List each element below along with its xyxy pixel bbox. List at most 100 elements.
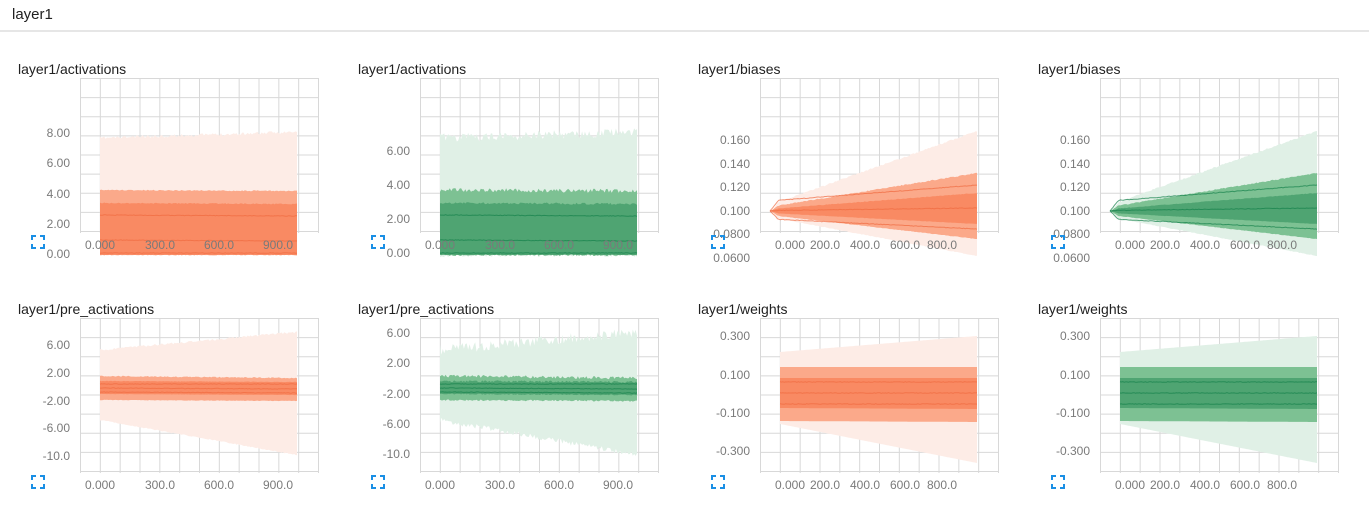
x-tick-label: 400.0 (850, 478, 880, 492)
percentile-line (99, 239, 298, 242)
histogram-chart[interactable]: 6.00 4.00 2.00 0.00 0.000 300.0 600.0 900.0 (340, 40, 680, 280)
y-tick-label: 8.00 (47, 126, 71, 140)
y-tick-label: -10.0 (43, 449, 71, 463)
histogram-card: layer1/weights 0.300 0.100 -0.100 -0.300 0.00… (680, 280, 1020, 520)
y-tick-label: 0.160 (720, 133, 750, 147)
histogram-card: layer1/pre_activations 6.00 2.00 -2.00 -6.00… (340, 280, 680, 520)
histogram-card: layer1/biases 0.160 0.140 0.120 0.100 0.0800 0… (1020, 40, 1360, 280)
y-tick-label: 0.120 (720, 180, 750, 194)
y-tick-label: 2.00 (387, 212, 411, 226)
x-tick-label: 0.000 (775, 478, 805, 492)
x-tick-label: 0.000 (85, 478, 115, 492)
chart-title: layer1/pre_activations (18, 301, 155, 317)
x-tick-label: 600.0 (1230, 238, 1260, 252)
percentile-line (1109, 210, 1318, 230)
x-tick-label: 900.0 (603, 238, 633, 252)
percentile-line (439, 383, 638, 385)
histogram-card: layer1/activations 8.00 6.00 4.00 2.00 0.00 0.… (0, 40, 340, 280)
y-tick-label: 0.100 (720, 204, 750, 218)
y-tick-label: 6.00 (47, 338, 71, 352)
y-tick-label: -10.0 (383, 447, 411, 461)
fullscreen-expand-icon[interactable] (371, 475, 385, 489)
fullscreen-expand-icon[interactable] (31, 235, 45, 249)
chart-title: layer1/activations (358, 61, 467, 77)
histogram-chart[interactable]: 0.160 0.140 0.120 0.100 0.0800 0.0600 0.000 200… (1020, 40, 1360, 280)
chart-title: layer1/weights (1038, 301, 1128, 317)
x-tick-label: 0.000 (775, 238, 805, 252)
x-tick-label: 0.000 (1115, 238, 1145, 252)
x-tick-label: 600.0 (890, 238, 920, 252)
x-tick-label: 200.0 (810, 478, 840, 492)
x-tick-label: 200.0 (810, 238, 840, 252)
y-tick-label: -2.00 (43, 394, 71, 408)
x-tick-label: 600.0 (1230, 478, 1260, 492)
histogram-chart[interactable]: 0.160 0.140 0.120 0.100 0.0800 0.0600 0.000 200… (680, 40, 1020, 280)
section-title: layer1 (12, 6, 53, 23)
y-tick-label: 2.00 (47, 366, 71, 380)
x-tick-label: 400.0 (850, 238, 880, 252)
y-tick-label: 6.00 (47, 156, 71, 170)
x-tick-label: 0.000 (1115, 478, 1145, 492)
histogram-chart[interactable]: 8.00 6.00 4.00 2.00 0.00 0.000 300.0 600.0 900.0 (0, 40, 340, 280)
percentile-line (439, 387, 638, 390)
x-tick-label: 300.0 (145, 238, 175, 252)
histogram-chart[interactable]: 0.300 0.100 -0.100 -0.300 0.000 200.0 400.0 600… (680, 280, 1020, 520)
x-tick-label: 800.0 (927, 478, 957, 492)
y-tick-label: 6.00 (387, 326, 411, 340)
percentile-line (99, 383, 298, 385)
distribution-band (1110, 193, 1317, 224)
x-tick-label: 400.0 (1190, 478, 1220, 492)
x-tick-label: 600.0 (544, 478, 574, 492)
fullscreen-expand-icon[interactable] (371, 235, 385, 249)
fullscreen-expand-icon[interactable] (1051, 235, 1065, 249)
x-tick-label: 300.0 (485, 478, 515, 492)
y-tick-label: 0.100 (720, 368, 750, 382)
histogram-chart[interactable]: 6.00 2.00 -2.00 -6.00 -10.0 0.000 300.0 600.0 90… (340, 280, 680, 520)
y-tick-label: -6.00 (383, 417, 411, 431)
x-tick-label: 900.0 (263, 478, 293, 492)
histogram-chart[interactable]: 0.300 0.100 -0.100 -0.300 0.000 200.0 400.0 600… (1020, 280, 1360, 520)
chart-title: layer1/activations (18, 61, 127, 77)
y-tick-label: 2.00 (47, 217, 71, 231)
y-tick-label: -0.100 (1056, 406, 1090, 420)
histogram-chart[interactable]: 6.00 2.00 -2.00 -6.00 -10.0 0.000 300.0 600.0 90… (0, 280, 340, 520)
fullscreen-expand-icon[interactable] (711, 235, 725, 249)
section-header[interactable]: layer1 (0, 0, 1369, 32)
y-tick-label: 4.00 (387, 178, 411, 192)
percentile-line (1109, 184, 1318, 212)
y-tick-label: 0.00 (387, 246, 411, 260)
chart-title: layer1/biases (1038, 61, 1121, 77)
x-tick-label: 900.0 (263, 238, 293, 252)
histogram-card: layer1/weights 0.300 0.100 -0.100 -0.300 0.00… (1020, 280, 1360, 520)
x-tick-label: 0.000 (85, 238, 115, 252)
distribution-band (770, 193, 977, 224)
y-tick-label: 0.0600 (1053, 251, 1090, 265)
y-tick-label: 0.0800 (713, 227, 750, 241)
percentile-line (779, 381, 978, 383)
chart-title: layer1/biases (698, 61, 781, 77)
fullscreen-expand-icon[interactable] (711, 475, 725, 489)
x-tick-label: 600.0 (890, 478, 920, 492)
percentile-line (439, 239, 638, 242)
histogram-card: layer1/pre_activations 6.00 2.00 -2.00 -6.00… (0, 280, 340, 520)
histogram-card: layer1/activations 6.00 4.00 2.00 0.00 0.000 3… (340, 40, 680, 280)
y-tick-label: 0.120 (1060, 180, 1090, 194)
fullscreen-expand-icon[interactable] (31, 475, 45, 489)
x-tick-label: 200.0 (1150, 238, 1180, 252)
chart-title: layer1/pre_activations (358, 301, 495, 317)
y-tick-label: 0.300 (1060, 329, 1090, 343)
percentile-line (99, 214, 297, 217)
percentile-line (100, 387, 298, 390)
x-tick-label: 400.0 (1190, 238, 1220, 252)
y-tick-label: 0.160 (1060, 133, 1090, 147)
percentile-line (1119, 392, 1318, 394)
percentile-line (779, 403, 978, 405)
y-tick-label: 0.100 (1060, 204, 1090, 218)
percentile-line (1109, 207, 1318, 212)
percentile-line (440, 391, 638, 394)
x-tick-label: 800.0 (927, 238, 957, 252)
percentile-line (99, 391, 298, 394)
percentile-line (1119, 381, 1317, 383)
x-tick-label: 800.0 (1267, 238, 1297, 252)
fullscreen-expand-icon[interactable] (1051, 475, 1065, 489)
